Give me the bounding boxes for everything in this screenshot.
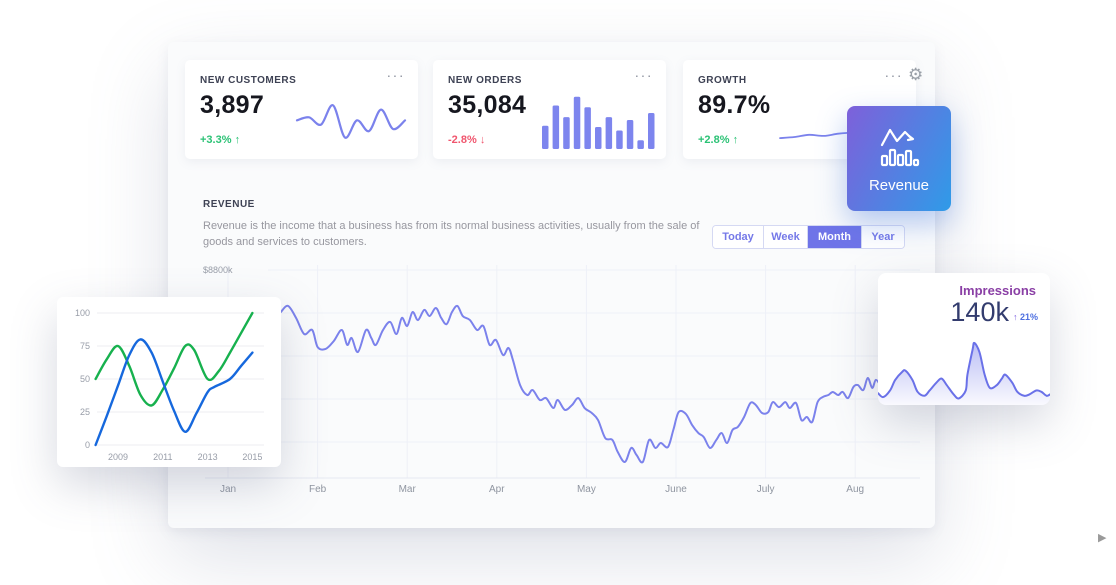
svg-text:Aug: Aug	[846, 484, 864, 495]
revenue-section-title: REVENUE	[203, 199, 255, 210]
svg-text:25: 25	[80, 407, 90, 417]
customers-sparkline-chart	[295, 104, 407, 139]
orders-bar-chart	[542, 96, 655, 149]
years-mini-chart: 0 25 50 75 100 2009 2011 2013 2015	[75, 308, 264, 462]
range-button-today[interactable]: Today	[713, 226, 763, 248]
impressions-value: 140k	[950, 297, 1009, 327]
up-arrow-icon: ↑	[1012, 312, 1018, 322]
svg-text:2009: 2009	[108, 452, 128, 462]
revenue-main-chart: $8800k Jan Feb Mar Apr May June July Aug	[203, 265, 920, 495]
impressions-card: Impressions 140k ↑ 21%	[878, 273, 1050, 405]
impressions-title: Impressions	[959, 283, 1036, 298]
svg-text:$8800k: $8800k	[203, 265, 233, 275]
svg-text:2013: 2013	[198, 452, 218, 462]
stat-delta: +3.3% ↑	[200, 134, 241, 146]
stat-value: 89.7%	[698, 91, 771, 119]
more-menu-icon[interactable]: ···	[634, 67, 653, 83]
impressions-value-row: 140k ↑ 21%	[950, 297, 1038, 328]
range-button-month[interactable]: Month	[807, 226, 861, 248]
revenue-chart-icon	[880, 128, 920, 166]
svg-text:Jan: Jan	[220, 484, 236, 495]
more-menu-icon[interactable]: ···	[386, 67, 405, 83]
up-arrow-icon: ↑	[732, 134, 739, 146]
up-arrow-icon: ↑	[234, 134, 241, 146]
stat-card-new-customers: NEW CUSTOMERS ··· 3,897 +3.3% ↑	[185, 60, 418, 159]
impressions-delta: ↑ 21%	[1012, 312, 1038, 322]
stat-value: 35,084	[448, 91, 527, 119]
stat-delta: +2.8% ↑	[698, 134, 739, 146]
svg-text:100: 100	[75, 308, 90, 318]
down-arrow-icon: ↓	[479, 134, 486, 146]
impressions-area-chart	[878, 341, 1050, 405]
range-button-week[interactable]: Week	[763, 226, 807, 248]
stat-label: NEW CUSTOMERS	[200, 75, 297, 86]
stat-card-new-orders: NEW ORDERS ··· 35,084 -2.8% ↓	[433, 60, 666, 159]
svg-text:May: May	[577, 484, 596, 495]
svg-text:50: 50	[80, 374, 90, 384]
svg-text:July: July	[757, 484, 775, 495]
stat-label: GROWTH	[698, 75, 747, 86]
svg-text:Apr: Apr	[489, 484, 505, 495]
dashboard-panel: NEW CUSTOMERS ··· 3,897 +3.3% ↑ NEW ORDE…	[168, 42, 935, 528]
stat-label: NEW ORDERS	[448, 75, 522, 86]
date-range-toggle-group: Today Week Month Year	[712, 225, 905, 249]
years-mini-chart-card: 0 25 50 75 100 2009 2011 2013 2015	[57, 297, 281, 467]
svg-text:Mar: Mar	[399, 484, 417, 495]
revenue-section-description: Revenue is the income that a business ha…	[203, 220, 700, 248]
settings-gear-icon[interactable]: ⚙	[908, 65, 924, 84]
stat-value: 3,897	[200, 91, 265, 119]
play-triangle-icon[interactable]: ▶	[1098, 532, 1107, 544]
svg-text:75: 75	[80, 341, 90, 351]
svg-text:Feb: Feb	[309, 484, 327, 495]
svg-text:2011: 2011	[153, 452, 172, 462]
svg-text:2015: 2015	[242, 452, 262, 462]
revenue-card-label: Revenue	[868, 176, 930, 194]
revenue-shortcut-card[interactable]: Revenue	[847, 106, 951, 211]
svg-text:June: June	[665, 484, 687, 495]
svg-text:0: 0	[85, 440, 90, 450]
range-button-year[interactable]: Year	[861, 226, 904, 248]
stat-delta: -2.8% ↓	[448, 134, 486, 146]
more-menu-icon[interactable]: ···	[884, 67, 903, 83]
